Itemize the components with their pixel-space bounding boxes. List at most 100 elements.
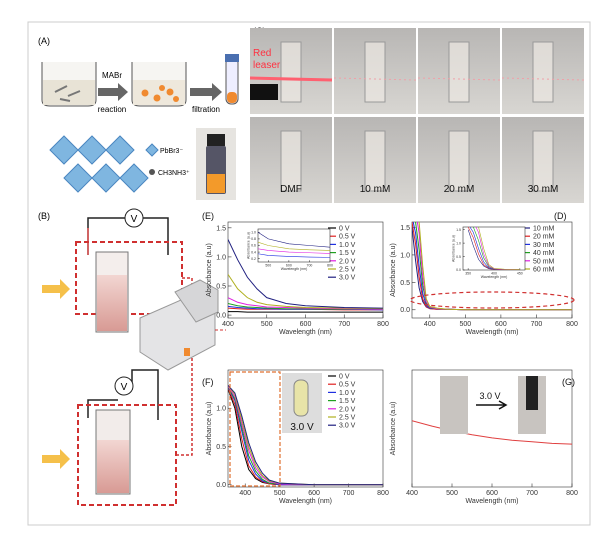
lines [258, 232, 330, 258]
highlight-ellipse [409, 291, 575, 309]
vial [532, 41, 554, 103]
crystals [54, 85, 81, 102]
chart: 500 600 700 800 0.2 0.4 0.6 0.8 1.0 Wavelength (n… [247, 228, 333, 271]
y-tick-label: 0.0 [216, 313, 226, 320]
laser-label: Red [253, 48, 271, 59]
y-tick-label: 0.5 [216, 444, 226, 451]
laser-beam [249, 76, 333, 82]
panel-label: (D) [554, 211, 567, 221]
electrode [526, 376, 538, 410]
legend-label: 0 V [339, 226, 350, 233]
legend-label: 0.5 V [339, 382, 356, 389]
series-line [228, 239, 383, 309]
x-tick-label: 600 [300, 321, 312, 328]
arrow [98, 83, 128, 101]
crystal-structure [49, 135, 149, 193]
tube-solid [227, 92, 237, 103]
connector [176, 277, 193, 456]
legend-label: 20 mM [533, 234, 555, 241]
lines [228, 384, 383, 486]
figure-border [27, 21, 591, 526]
legend-label: 2.0 V [339, 258, 356, 265]
x-tick-label: 800 [566, 490, 578, 497]
x-tick-label: 400 [222, 321, 234, 328]
x-tick-label: 800 [377, 321, 389, 328]
panel-label: (A) [38, 36, 50, 46]
x-tick-label: 500 [261, 321, 273, 328]
legend-icon [145, 143, 159, 157]
x-tick-label: 800 [327, 264, 333, 268]
x-tick-label: 800 [377, 490, 389, 497]
tube-cap [225, 54, 239, 62]
x-axis-label: Wavelength (nm) [279, 329, 332, 336]
y-axis-label: Absorbance (a.u) [390, 402, 397, 456]
vial-cap [207, 134, 225, 146]
legend-label: 2.5 V [339, 415, 356, 422]
x-tick-label: 700 [531, 321, 543, 328]
y-tick-label: 0.5 [456, 255, 461, 259]
y-tick-label: 0.0 [456, 268, 461, 272]
caption: 30 mM [528, 184, 559, 195]
x-axis-label: Wavelength (nm) [481, 275, 508, 279]
laser-beam [333, 77, 417, 81]
legend-label: 1.0 V [339, 390, 356, 397]
vial [280, 130, 302, 192]
laser-label: leaser [253, 60, 281, 71]
vial [364, 41, 386, 103]
x-tick-label: 600 [286, 264, 292, 268]
spectrometer-lid [174, 279, 219, 323]
vial [448, 41, 470, 103]
x-tick-label: 500 [446, 490, 458, 497]
y-tick-label: 0.4 [251, 250, 256, 254]
y-tick-label: 1.0 [216, 254, 226, 261]
x-axis-label: Wavelength (nm) [465, 498, 518, 505]
step-label: filtration [192, 105, 220, 114]
legend-label: 60 mM [533, 267, 555, 274]
legend-text: CH3NH3⁺ [158, 170, 190, 177]
plot-area [462, 226, 526, 271]
photo-label: 3.0 V [290, 422, 314, 433]
series-line [258, 253, 330, 258]
legend-text: PbBr3⁻ [160, 148, 183, 155]
lines [412, 420, 572, 445]
x-tick-label: 700 [343, 490, 355, 497]
y-axis-label: Absorbance (a.u) [247, 232, 251, 259]
x-tick-label: 450 [517, 272, 523, 276]
y-axis-label: Absorbance (a.u) [206, 243, 213, 297]
series-line [228, 311, 383, 313]
x-tick-label: 600 [486, 490, 498, 497]
voltmeter-label: V [121, 382, 128, 393]
arrow [190, 83, 222, 101]
legend-label: 1.5 V [339, 250, 356, 257]
voltmeter [114, 376, 134, 396]
panel-label: (F) [202, 377, 214, 387]
photo [440, 376, 468, 434]
y-tick-label: 0.6 [251, 244, 256, 248]
solution [97, 275, 127, 331]
x-tick-label: 500 [274, 490, 286, 497]
legend-label: 50 mM [533, 258, 555, 265]
series-line [412, 420, 572, 445]
step-label: reaction [98, 105, 126, 114]
vial [364, 130, 386, 192]
x-tick-label: 400 [406, 490, 418, 497]
x-tick-label: 800 [566, 321, 578, 328]
indicator [184, 348, 190, 356]
legend-label: 3.0 V [339, 275, 356, 282]
legend-label: 10 mM [533, 226, 555, 233]
y-tick-label: 0.0 [216, 482, 226, 489]
laser-pointer [250, 84, 278, 100]
x-tick-label: 700 [307, 264, 313, 268]
chart: 350 400 450 0.0 0.5 1.0 1.5 Wavelength (nm) Abso… [452, 226, 526, 279]
caption: 10 mM [360, 184, 391, 195]
voltmeter [124, 208, 144, 228]
x-axis-label: Wavelength (nm) [279, 498, 332, 505]
caption: 20 mM [444, 184, 475, 195]
x-axis-label: Wavelength (nm) [281, 267, 308, 271]
highlight-box [229, 371, 281, 487]
lines [228, 239, 383, 313]
panel-label: (E) [202, 211, 214, 221]
series-line [478, 227, 520, 270]
